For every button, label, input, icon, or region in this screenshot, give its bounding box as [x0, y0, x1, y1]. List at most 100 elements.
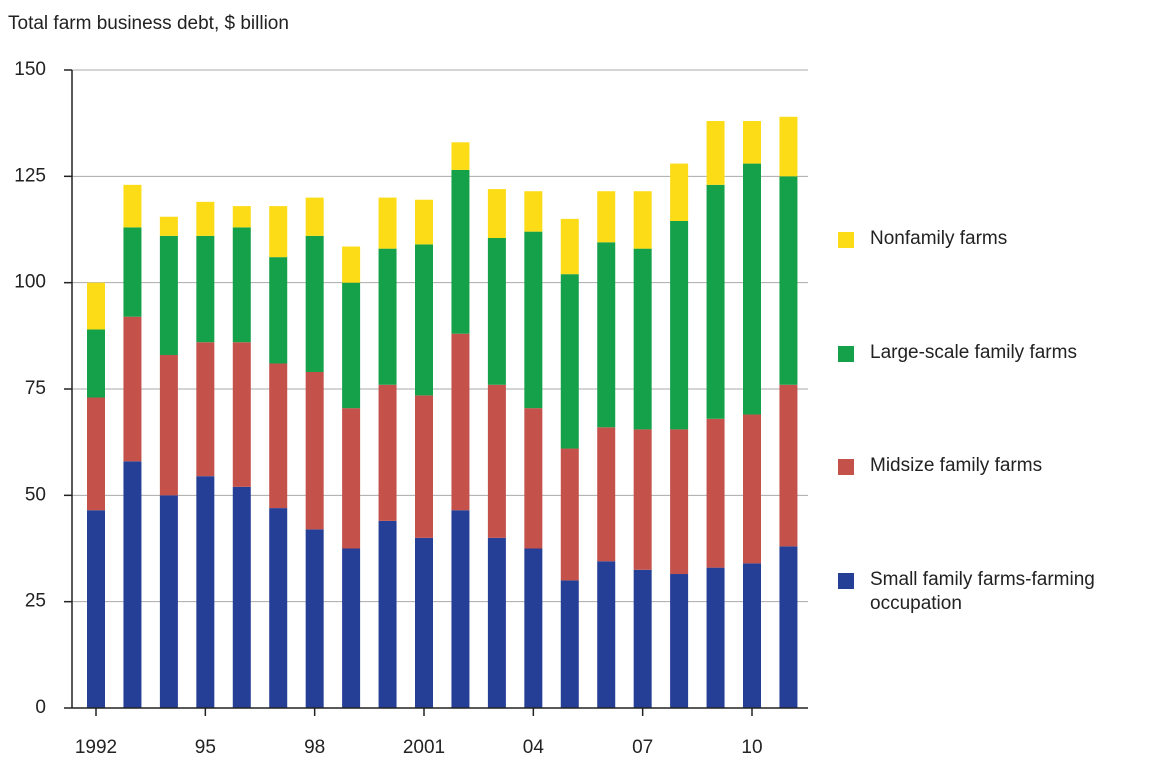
bar-segment — [706, 121, 725, 185]
bar-segment — [415, 395, 433, 538]
x-tick-label: 2001 — [403, 737, 445, 758]
bar-segment — [232, 486, 251, 708]
bar-segment — [196, 476, 215, 708]
bar-segment — [560, 580, 579, 708]
bar-segment — [415, 199, 433, 245]
x-tick-label: 98 — [304, 737, 325, 758]
bar-segment — [560, 274, 579, 449]
bar-segment — [159, 495, 178, 708]
bar-segment — [123, 316, 142, 462]
bar-segment — [633, 248, 652, 430]
legend-entry: Nonfamily farms — [870, 228, 1008, 249]
bar-segment — [269, 206, 288, 258]
bar-segment — [670, 220, 689, 430]
x-tick-label: 1992 — [75, 737, 117, 758]
bar-segment — [451, 333, 470, 511]
y-axis-label: Total farm business debt, $ billion — [8, 13, 289, 34]
legend-label: Nonfamily farms — [870, 228, 1008, 249]
bar-segment — [743, 563, 761, 708]
bar-segment — [269, 257, 288, 364]
bar-segment — [305, 371, 324, 530]
bar-segment — [487, 238, 506, 385]
legend-label: Small family farms-farming occupation — [870, 569, 1095, 614]
bar-segment — [123, 227, 142, 317]
bar-segment — [159, 354, 178, 496]
bar-segment — [597, 191, 616, 243]
bar-segment — [670, 429, 689, 575]
bar-segment — [451, 510, 470, 708]
bar-segment — [196, 201, 215, 236]
legend-swatch — [838, 459, 854, 475]
bar-segment — [342, 246, 361, 283]
x-tick-label: 04 — [523, 737, 545, 758]
bar-segment — [196, 235, 215, 343]
bar-segment — [378, 197, 397, 249]
x-tick-label: 10 — [741, 737, 762, 758]
y-tick-label: 50 — [25, 484, 46, 505]
x-tick-label: 07 — [632, 737, 653, 758]
bar-segment — [487, 537, 506, 708]
bar-segment — [560, 448, 579, 581]
bar-segment — [524, 231, 543, 409]
bar-segment — [451, 169, 470, 334]
legend-swatch — [838, 573, 854, 589]
bar-segment — [706, 184, 725, 419]
bar-segment — [597, 242, 616, 428]
bar-segment — [743, 121, 761, 164]
y-tick-label: 125 — [14, 165, 46, 186]
bar-segment — [159, 216, 178, 236]
y-tick-label: 150 — [14, 59, 46, 80]
bar-segment — [779, 384, 798, 547]
legend-entry: Large-scale family farms — [870, 342, 1077, 363]
bar-segment — [232, 342, 251, 487]
bar-segment — [670, 163, 689, 221]
bar-segment — [633, 191, 652, 249]
bar-segment — [560, 218, 579, 275]
bar-segment — [670, 574, 689, 708]
bar-segment — [87, 397, 105, 511]
legend-label: Midsize family farms — [870, 455, 1043, 476]
bar-segment — [487, 189, 506, 239]
bar-segment — [524, 548, 543, 708]
y-tick-label: 75 — [25, 378, 46, 399]
bar-segment — [524, 191, 543, 232]
bar-segment — [633, 569, 652, 708]
bar-segment — [305, 235, 324, 372]
bar-segment — [597, 427, 616, 562]
bar-segment — [779, 116, 798, 177]
bar-segment — [378, 248, 397, 385]
legend-swatch — [838, 346, 854, 362]
bar-segment — [743, 414, 761, 564]
y-tick-label: 25 — [25, 591, 46, 612]
bar-segment — [378, 384, 397, 521]
bar-segment — [342, 408, 361, 549]
legend-entry: Small family farms-farming occupation — [870, 569, 1095, 614]
bar-segment — [342, 282, 361, 409]
legend-label: Large-scale family farms — [870, 342, 1077, 363]
legend-entry: Midsize family farms — [870, 455, 1043, 476]
bar-segment — [269, 363, 288, 509]
bar-segment — [232, 227, 251, 343]
bar-segment — [342, 548, 361, 708]
y-tick-label: 0 — [35, 697, 46, 718]
bar-segment — [487, 384, 506, 538]
bar-segment — [415, 537, 433, 708]
bar-segment — [706, 567, 725, 708]
bar-segment — [415, 244, 433, 396]
legend-swatch — [838, 232, 854, 248]
bar-segment — [633, 429, 652, 570]
bar-segment — [232, 206, 251, 228]
bar-segment — [196, 342, 215, 477]
bar-segment — [123, 184, 142, 228]
bar-segment — [87, 282, 105, 330]
bar-segment — [123, 461, 142, 708]
bar-segment — [269, 508, 288, 708]
bar-segment — [378, 520, 397, 708]
bar-segment — [451, 142, 470, 170]
bar-segment — [524, 408, 543, 549]
y-tick-label: 100 — [14, 272, 46, 293]
bar-segment — [87, 510, 105, 708]
bar-segment — [706, 418, 725, 568]
